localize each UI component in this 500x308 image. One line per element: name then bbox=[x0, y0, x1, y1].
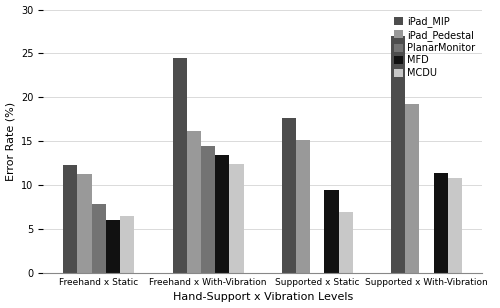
Bar bbox=[201, 146, 215, 273]
Bar bbox=[172, 58, 186, 273]
Bar bbox=[391, 36, 406, 273]
Bar bbox=[92, 204, 106, 273]
Legend: iPad_MIP, iPad_Pedestal, PlanarMonitor, MFD, MCDU: iPad_MIP, iPad_Pedestal, PlanarMonitor, … bbox=[392, 14, 477, 80]
Bar bbox=[215, 155, 230, 273]
Bar bbox=[282, 118, 296, 273]
Y-axis label: Error Rate (%): Error Rate (%) bbox=[6, 102, 16, 181]
Bar bbox=[230, 164, 243, 273]
Bar bbox=[186, 131, 201, 273]
Bar bbox=[296, 140, 310, 273]
Bar bbox=[434, 173, 448, 273]
Bar bbox=[120, 216, 134, 273]
Bar bbox=[406, 103, 419, 273]
Bar bbox=[338, 213, 353, 273]
X-axis label: Hand-Support x Vibration Levels: Hand-Support x Vibration Levels bbox=[172, 292, 353, 302]
Bar bbox=[78, 174, 92, 273]
Bar bbox=[448, 178, 462, 273]
Bar bbox=[106, 220, 120, 273]
Bar bbox=[64, 165, 78, 273]
Bar bbox=[324, 190, 338, 273]
